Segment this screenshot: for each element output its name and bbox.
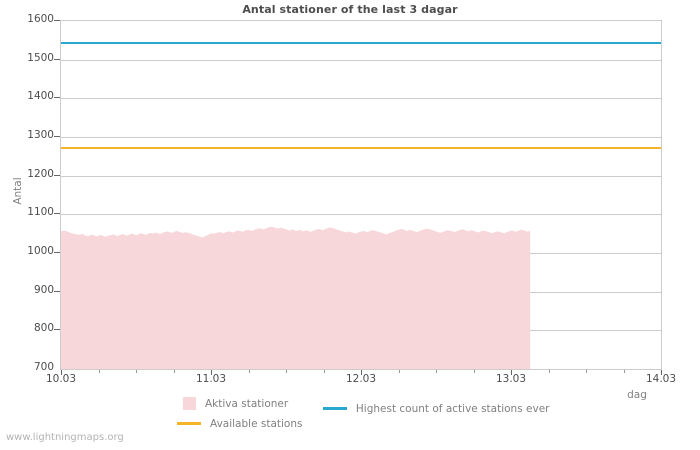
- x-axis-minor-tick: [398, 370, 400, 373]
- x-axis-minor-tick: [548, 370, 550, 373]
- legend-swatch-highest-count: [322, 407, 347, 410]
- y-axis-tick-mark: [54, 290, 60, 292]
- x-axis-tick-label: 14.03: [645, 373, 677, 385]
- y-axis-tick-label: 800: [33, 322, 54, 335]
- gridline: [61, 98, 661, 100]
- gridline: [61, 137, 661, 138]
- gridline: [61, 175, 661, 177]
- y-axis-tick-label: 1100: [27, 206, 54, 219]
- y-axis-tick-mark: [54, 136, 60, 137]
- y-axis-tick-mark: [54, 58, 60, 60]
- x-axis-tick-label: 10.03: [45, 373, 77, 385]
- legend-item-highest-count[interactable]: Highest count of active stations ever: [322, 402, 550, 415]
- chart-legend: Aktiva stationer Highest count of active…: [0, 394, 700, 434]
- legend-label-aktiva-stationer: Aktiva stationer: [205, 397, 289, 410]
- y-axis-tick-mark: [54, 174, 60, 176]
- y-axis-tick-label: 1300: [27, 129, 54, 141]
- x-axis-tick-mark: [211, 370, 212, 375]
- x-axis-minor-tick: [586, 370, 587, 373]
- x-axis-minor-tick: [248, 370, 250, 373]
- gridline: [61, 59, 661, 61]
- legend-row-bottom: Available stations: [177, 416, 303, 430]
- legend-row-top: Aktiva stationer Highest count of active…: [183, 397, 549, 415]
- legend-item-aktiva-stationer[interactable]: Aktiva stationer: [183, 397, 288, 410]
- y-axis-tick-mark: [54, 329, 60, 331]
- x-axis-title: dag: [627, 389, 647, 401]
- active-stations-area-series: [61, 226, 531, 369]
- x-axis-tick-mark: [61, 370, 62, 375]
- plot-area: [60, 20, 662, 370]
- x-axis-minor-tick: [323, 370, 325, 373]
- x-axis-minor-tick: [98, 370, 100, 373]
- x-axis-tick-mark: [661, 370, 662, 375]
- gridline: [61, 214, 661, 216]
- area-path: [61, 226, 531, 369]
- legend-swatch-aktiva-stationer: [183, 397, 196, 410]
- y-axis-tick-label: 700: [33, 361, 54, 373]
- x-axis-tick-label: 11.03: [195, 373, 227, 385]
- legend-label-highest-count: Highest count of active stations ever: [355, 402, 550, 415]
- y-axis-tick-label: 1200: [27, 167, 54, 180]
- reference-line: [61, 41, 661, 44]
- y-axis-tick-label: 1600: [27, 13, 54, 25]
- legend-item-available-stations[interactable]: Available stations: [177, 417, 303, 430]
- x-axis-minor-tick: [623, 370, 625, 373]
- chart-title: Antal stationer of the last 3 dagar: [242, 3, 458, 16]
- x-axis-minor-tick: [436, 370, 437, 373]
- x-axis-tick-label: 13.03: [495, 373, 527, 385]
- legend-swatch-available-stations: [177, 422, 201, 425]
- y-axis-tick-mark: [54, 20, 60, 21]
- y-axis-tick-label: 1500: [27, 51, 54, 64]
- x-axis-minor-tick: [136, 370, 137, 373]
- x-axis-minor-tick: [473, 370, 475, 373]
- y-axis-tick-label: 1000: [27, 245, 54, 257]
- x-axis-minor-tick: [286, 370, 287, 373]
- x-axis-tick-mark: [511, 370, 512, 375]
- y-axis-tick-label: 1400: [27, 90, 54, 103]
- y-axis-tick-mark: [54, 252, 60, 253]
- watermark: www.lightningmaps.org: [6, 432, 124, 443]
- y-axis-tick-mark: [54, 97, 60, 99]
- legend-label-available-stations: Available stations: [210, 417, 303, 430]
- y-axis-tick-mark: [54, 213, 60, 215]
- y-axis-tick-label: 900: [33, 283, 54, 296]
- x-axis-tick-mark: [361, 370, 362, 375]
- x-axis-tick-label: 12.03: [345, 373, 377, 385]
- reference-line: [61, 147, 661, 150]
- x-axis-minor-tick: [173, 370, 175, 373]
